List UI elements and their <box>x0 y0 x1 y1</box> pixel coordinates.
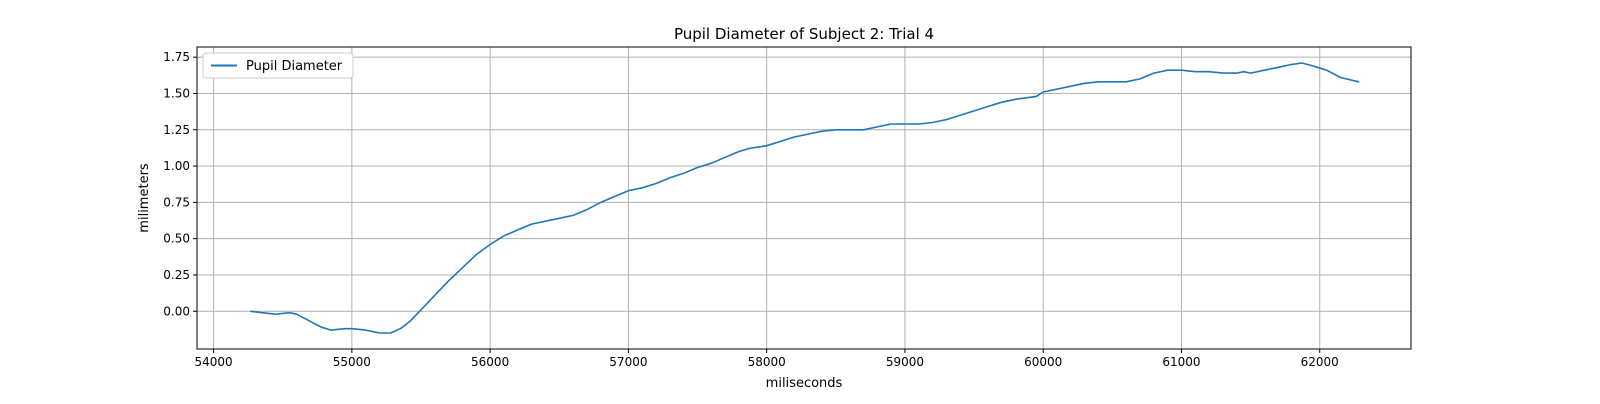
y-tick-label: 1.75 <box>163 50 190 64</box>
x-tick-label: 62000 <box>1301 355 1339 369</box>
x-tick-label: 60000 <box>1024 355 1062 369</box>
y-tick-label: 0.00 <box>163 304 190 318</box>
x-tick-label: 59000 <box>886 355 924 369</box>
series-layer <box>250 62 1360 334</box>
chart-title: Pupil Diameter of Subject 2: Trial 4 <box>674 25 934 43</box>
x-tick-label: 56000 <box>471 355 509 369</box>
x-tick-label: 61000 <box>1162 355 1200 369</box>
legend-label: Pupil Diameter <box>246 59 343 74</box>
y-tick-label: 1.00 <box>163 159 190 173</box>
x-tick-label: 57000 <box>609 355 647 369</box>
legend: Pupil Diameter <box>202 52 354 79</box>
tick-layer: 54000 55000 56000 57000 58000 59000 60000 61000… <box>163 50 1339 369</box>
series-line-pupil-diameter <box>250 62 1360 334</box>
y-tick-label: 0.50 <box>163 232 190 246</box>
x-tick-label: 58000 <box>748 355 786 369</box>
y-tick-label: 0.75 <box>163 195 190 209</box>
y-tick-label: 1.50 <box>163 86 190 100</box>
x-tick-label: 55000 <box>333 355 371 369</box>
y-axis-label: milimeters <box>137 163 152 233</box>
y-tick-label: 1.25 <box>163 123 190 137</box>
y-tick-label: 0.25 <box>163 268 190 282</box>
plot-frame <box>196 46 1412 350</box>
legend-box <box>202 52 354 79</box>
grid-layer <box>197 47 1411 349</box>
x-tick-label: 54000 <box>194 355 232 369</box>
x-axis-label: miliseconds <box>766 376 843 391</box>
